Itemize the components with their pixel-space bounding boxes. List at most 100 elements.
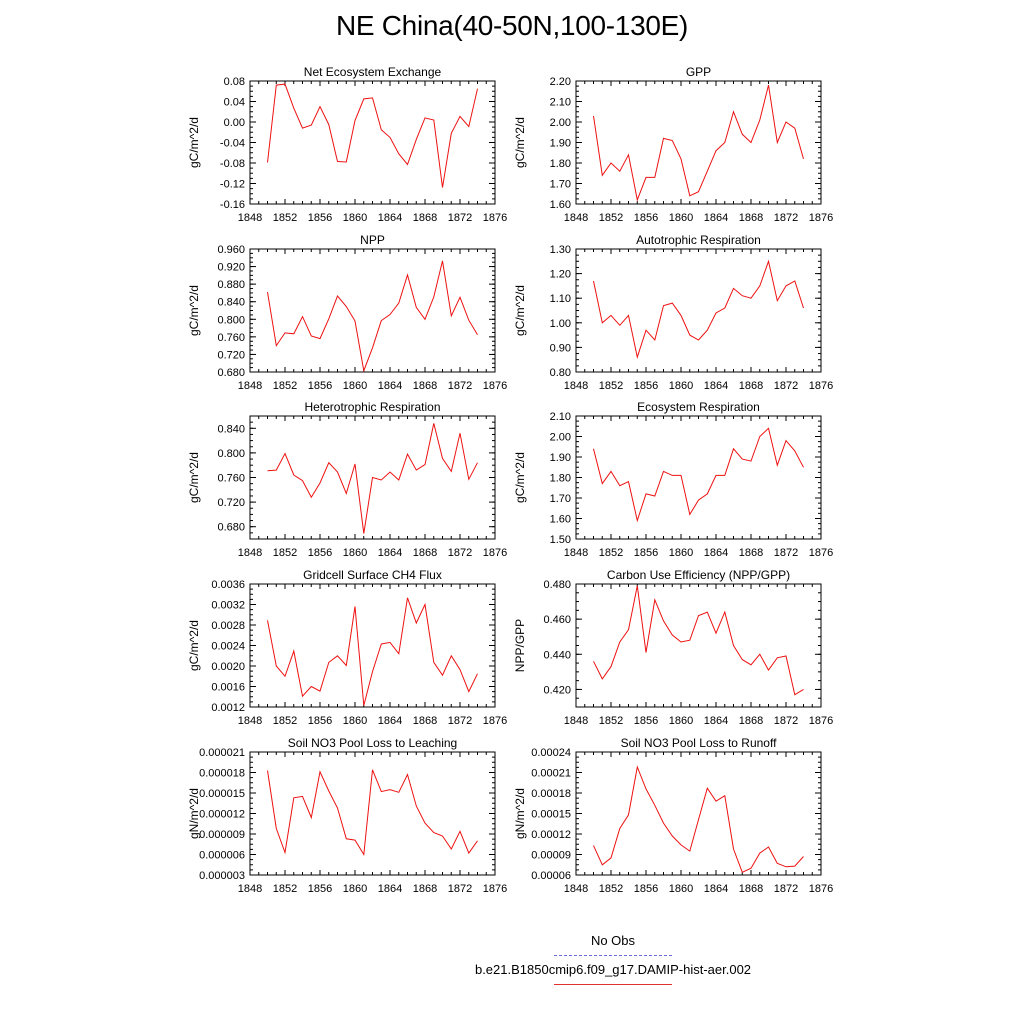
y-tick-label: -0.08 — [220, 158, 245, 170]
panel-title: Gridcell Surface CH4 Flux — [303, 568, 442, 582]
x-tick-label: 1876 — [809, 883, 833, 895]
y-tick-label: 0.840 — [217, 297, 245, 309]
y-tick-label: 1.90 — [550, 138, 571, 150]
x-tick-label: 1864 — [704, 715, 728, 727]
x-tick-label: 1852 — [599, 380, 623, 392]
x-tick-label: 1868 — [413, 212, 437, 224]
x-tick-label: 1876 — [483, 547, 507, 559]
y-axis-label: gC/m^2/d — [513, 285, 527, 336]
x-tick-label: 1868 — [413, 380, 437, 392]
x-tick-label: 1872 — [448, 212, 472, 224]
y-axis-label: gC/m^2/d — [187, 620, 201, 671]
y-tick-label: 0.000009 — [199, 829, 245, 841]
y-tick-label: 1.80 — [550, 473, 571, 485]
x-tick-label: 1876 — [483, 883, 507, 895]
panel-frame — [249, 248, 496, 373]
x-tick-label: 1856 — [308, 715, 332, 727]
x-tick-label: 1860 — [669, 380, 693, 392]
y-tick-label: 0.00018 — [531, 788, 571, 800]
panel-frame — [249, 583, 496, 708]
x-tick-label: 1872 — [448, 715, 472, 727]
x-tick-label: 1852 — [273, 715, 297, 727]
x-tick-label: 1876 — [483, 715, 507, 727]
series-line — [267, 83, 478, 188]
x-tick-label: 1868 — [413, 715, 437, 727]
y-tick-label: 0.000018 — [199, 768, 245, 780]
series-line — [593, 765, 804, 873]
panel-title: Ecosystem Respiration — [637, 400, 760, 414]
x-tick-label: 1848 — [238, 212, 262, 224]
x-tick-label: 1848 — [564, 547, 588, 559]
y-tick-label: 0.480 — [543, 579, 571, 591]
series-line — [593, 84, 804, 202]
y-tick-label: 1.50 — [550, 534, 571, 546]
y-tick-label: 0.00021 — [531, 768, 571, 780]
panel-frame — [575, 80, 822, 205]
y-tick-label: 0.0016 — [211, 682, 245, 694]
y-tick-label: 0.0036 — [211, 579, 245, 591]
y-tick-label: 0.0032 — [211, 600, 245, 612]
x-tick-label: 1868 — [739, 547, 763, 559]
x-tick-label: 1856 — [634, 380, 658, 392]
panel-title: GPP — [686, 65, 711, 79]
y-axis-label: gC/m^2/d — [513, 452, 527, 503]
y-tick-label: 1.70 — [550, 179, 571, 191]
y-tick-label: 0.800 — [217, 314, 245, 326]
x-tick-label: 1848 — [238, 380, 262, 392]
x-tick-label: 1864 — [704, 547, 728, 559]
x-tick-label: 1852 — [599, 715, 623, 727]
x-tick-label: 1872 — [448, 380, 472, 392]
y-tick-label: 0.840 — [217, 423, 245, 435]
y-axis-label: gN/m^2/d — [513, 788, 527, 839]
x-tick-label: 1868 — [413, 547, 437, 559]
x-tick-label: 1864 — [378, 715, 402, 727]
x-tick-label: 1872 — [774, 715, 798, 727]
x-tick-label: 1876 — [809, 212, 833, 224]
x-tick-label: 1856 — [308, 883, 332, 895]
series-line — [593, 259, 804, 360]
y-tick-label: 0.90 — [550, 342, 571, 354]
y-tick-label: 1.00 — [550, 318, 571, 330]
x-tick-label: 1848 — [238, 715, 262, 727]
y-tick-label: 2.00 — [550, 117, 571, 129]
y-tick-label: 0.000012 — [199, 809, 245, 821]
legend-model-line — [554, 984, 672, 985]
series-line — [267, 769, 478, 857]
y-tick-label: 2.10 — [550, 97, 571, 109]
y-tick-label: 0.680 — [217, 522, 245, 534]
y-axis-label: gN/m^2/d — [187, 788, 201, 839]
panel-frame — [575, 751, 822, 876]
x-tick-label: 1860 — [343, 883, 367, 895]
panel-title: Soil NO3 Pool Loss to Leaching — [288, 736, 457, 750]
y-tick-label: 2.20 — [550, 76, 571, 88]
y-tick-label: 1.90 — [550, 452, 571, 464]
x-tick-label: 1868 — [739, 883, 763, 895]
x-tick-label: 1860 — [669, 715, 693, 727]
y-axis-label: NPP/GPP — [513, 619, 527, 672]
y-tick-label: 1.10 — [550, 293, 571, 305]
y-tick-label: 0.000021 — [199, 747, 245, 759]
y-tick-label: 0.960 — [217, 244, 245, 256]
panel-frame — [575, 248, 822, 373]
y-axis-label: gC/m^2/d — [513, 117, 527, 168]
x-tick-label: 1864 — [378, 380, 402, 392]
panel-title: Soil NO3 Pool Loss to Runoff — [621, 736, 778, 750]
series-line — [593, 585, 804, 696]
y-tick-label: 1.60 — [550, 199, 571, 211]
x-tick-label: 1860 — [343, 380, 367, 392]
x-tick-label: 1852 — [599, 212, 623, 224]
x-tick-label: 1860 — [669, 547, 693, 559]
y-tick-label: 2.00 — [550, 432, 571, 444]
panel-title: Autotrophic Respiration — [636, 233, 761, 247]
legend-obs-label: No Obs — [590, 933, 636, 948]
x-tick-label: 1856 — [634, 715, 658, 727]
y-tick-label: 1.30 — [550, 244, 571, 256]
x-tick-label: 1876 — [483, 380, 507, 392]
series-line — [267, 597, 478, 706]
x-tick-label: 1860 — [669, 883, 693, 895]
legend-obs-line — [554, 955, 672, 956]
y-tick-label: 0.0020 — [211, 661, 245, 673]
y-tick-label: 0.80 — [550, 367, 571, 379]
y-tick-label: 0.420 — [543, 684, 571, 696]
